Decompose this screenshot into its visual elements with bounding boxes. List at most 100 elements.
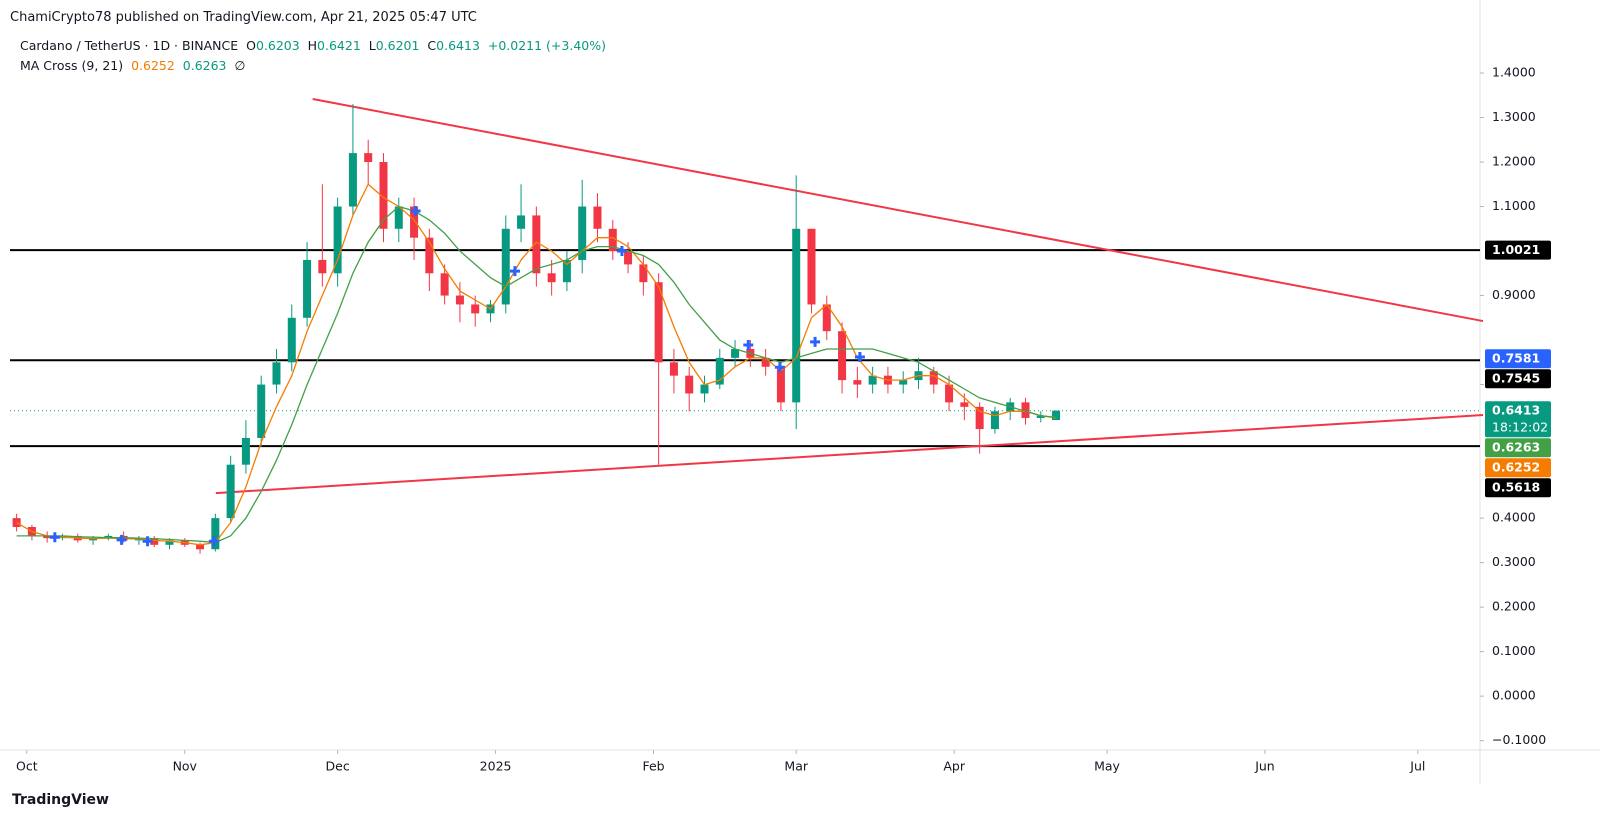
candle-body — [394, 206, 403, 229]
candle-body — [654, 282, 663, 363]
y-tick-label: 0.4000 — [1492, 510, 1536, 525]
y-tick-label: 0.1000 — [1492, 643, 1536, 658]
candle-body — [318, 259, 327, 274]
price-label: 0.5618 — [1492, 480, 1540, 495]
price-label-bg — [1485, 458, 1551, 478]
candle-body — [379, 162, 388, 229]
candle-body — [364, 153, 373, 163]
symbol-legend: Cardano / TetherUS · 1D · BINANCE O0.620… — [20, 38, 606, 53]
candle-body — [455, 295, 464, 305]
price-label-bg — [1485, 478, 1551, 498]
symbol: Cardano / TetherUS · 1D · BINANCE — [20, 38, 239, 53]
candle-body — [761, 357, 770, 367]
candle-body — [562, 259, 571, 283]
x-tick-label: Nov — [173, 759, 198, 774]
cross-marker — [410, 205, 421, 216]
price-label-bg — [1485, 240, 1551, 260]
candle-body — [578, 206, 587, 260]
candle-body — [517, 215, 526, 229]
x-tick-label: Jul — [1409, 759, 1425, 774]
candle-body — [150, 538, 159, 545]
y-tick-label: 0.9000 — [1492, 287, 1536, 302]
indicator-name: MA Cross (9, 21) — [20, 58, 124, 73]
price-label: 0.6413 — [1492, 403, 1540, 418]
ohlc-label: C — [427, 38, 437, 53]
cross-marker — [616, 246, 627, 257]
x-tick-label: Feb — [642, 759, 664, 774]
y-tick-label: 0.2000 — [1492, 599, 1536, 614]
candle-body — [899, 380, 908, 385]
candle-body — [425, 237, 434, 274]
candle-body — [165, 540, 174, 545]
change: +0.0211 (+3.40%) — [487, 38, 606, 53]
cross-marker — [810, 336, 821, 347]
candle-body — [1052, 410, 1061, 421]
ma-line — [16, 205, 1057, 544]
x-tick-label: Apr — [943, 759, 965, 774]
candle-body — [685, 375, 694, 394]
ohlc-value: 0.6413 — [436, 38, 480, 53]
candle-body — [532, 215, 541, 274]
x-tick-label: May — [1094, 759, 1120, 774]
y-tick-label: −0.1000 — [1492, 732, 1546, 747]
candle-body — [639, 264, 648, 283]
cross-marker — [49, 532, 60, 543]
trendline — [215, 414, 1484, 495]
y-tick-label: 0.3000 — [1492, 554, 1536, 569]
candle-body — [12, 518, 21, 528]
candle-body — [104, 535, 113, 539]
candle-body — [440, 273, 449, 296]
candle-body — [929, 371, 938, 385]
logo: TradingView — [12, 792, 109, 808]
candle-body — [303, 259, 312, 318]
countdown: 18:12:02 — [1492, 420, 1548, 435]
price-label-bg — [1485, 401, 1551, 438]
candle-body — [715, 357, 724, 385]
price-label-bg — [1485, 369, 1551, 389]
y-tick-label: 1.2000 — [1492, 154, 1536, 169]
candle-body — [272, 362, 281, 385]
candle-body — [333, 206, 342, 274]
candle-body — [975, 406, 984, 430]
candle-body — [990, 411, 999, 430]
price-label: 1.0021 — [1492, 242, 1540, 257]
cross-marker — [208, 536, 219, 547]
candle-body — [669, 362, 678, 376]
y-tick-label: 1.1000 — [1492, 198, 1536, 213]
candle-body — [807, 228, 816, 305]
price-label-bg — [1485, 349, 1551, 369]
candle-body — [501, 228, 510, 305]
cross-marker — [774, 362, 785, 373]
candle-body — [471, 304, 480, 314]
publisher-line: ChamiCrypto78 published on TradingView.c… — [10, 8, 477, 28]
candle-body — [792, 228, 801, 403]
candle-body — [410, 206, 419, 238]
candle-body — [776, 366, 785, 403]
indicator-value: 0.6252 — [131, 58, 175, 73]
candle-body — [287, 317, 296, 363]
indicator-legend: MA Cross (9, 21) 0.6252 0.6263 ∅ — [20, 58, 245, 73]
cross-marker — [854, 351, 865, 362]
indicator-symbol: ∅ — [234, 58, 246, 73]
ma-line — [16, 183, 1057, 546]
candle-body — [624, 251, 633, 265]
candle-body — [700, 384, 709, 394]
cross-marker — [509, 266, 520, 277]
x-tick-label: Jun — [1254, 759, 1275, 774]
candle-body — [593, 206, 602, 229]
candle-body — [868, 375, 877, 385]
ohlc-label: H — [307, 38, 318, 53]
candle-body — [241, 437, 250, 465]
ohlc-label: O — [246, 38, 256, 53]
cross-marker — [116, 534, 127, 545]
candle-body — [731, 348, 740, 358]
price-label: 0.6252 — [1492, 460, 1540, 475]
candle-body — [196, 544, 205, 550]
candle-body — [43, 535, 52, 539]
y-tick-label: 1.3000 — [1492, 109, 1536, 124]
candle-body — [257, 384, 266, 438]
x-tick-label: Dec — [326, 759, 350, 774]
candle-body — [960, 402, 969, 407]
